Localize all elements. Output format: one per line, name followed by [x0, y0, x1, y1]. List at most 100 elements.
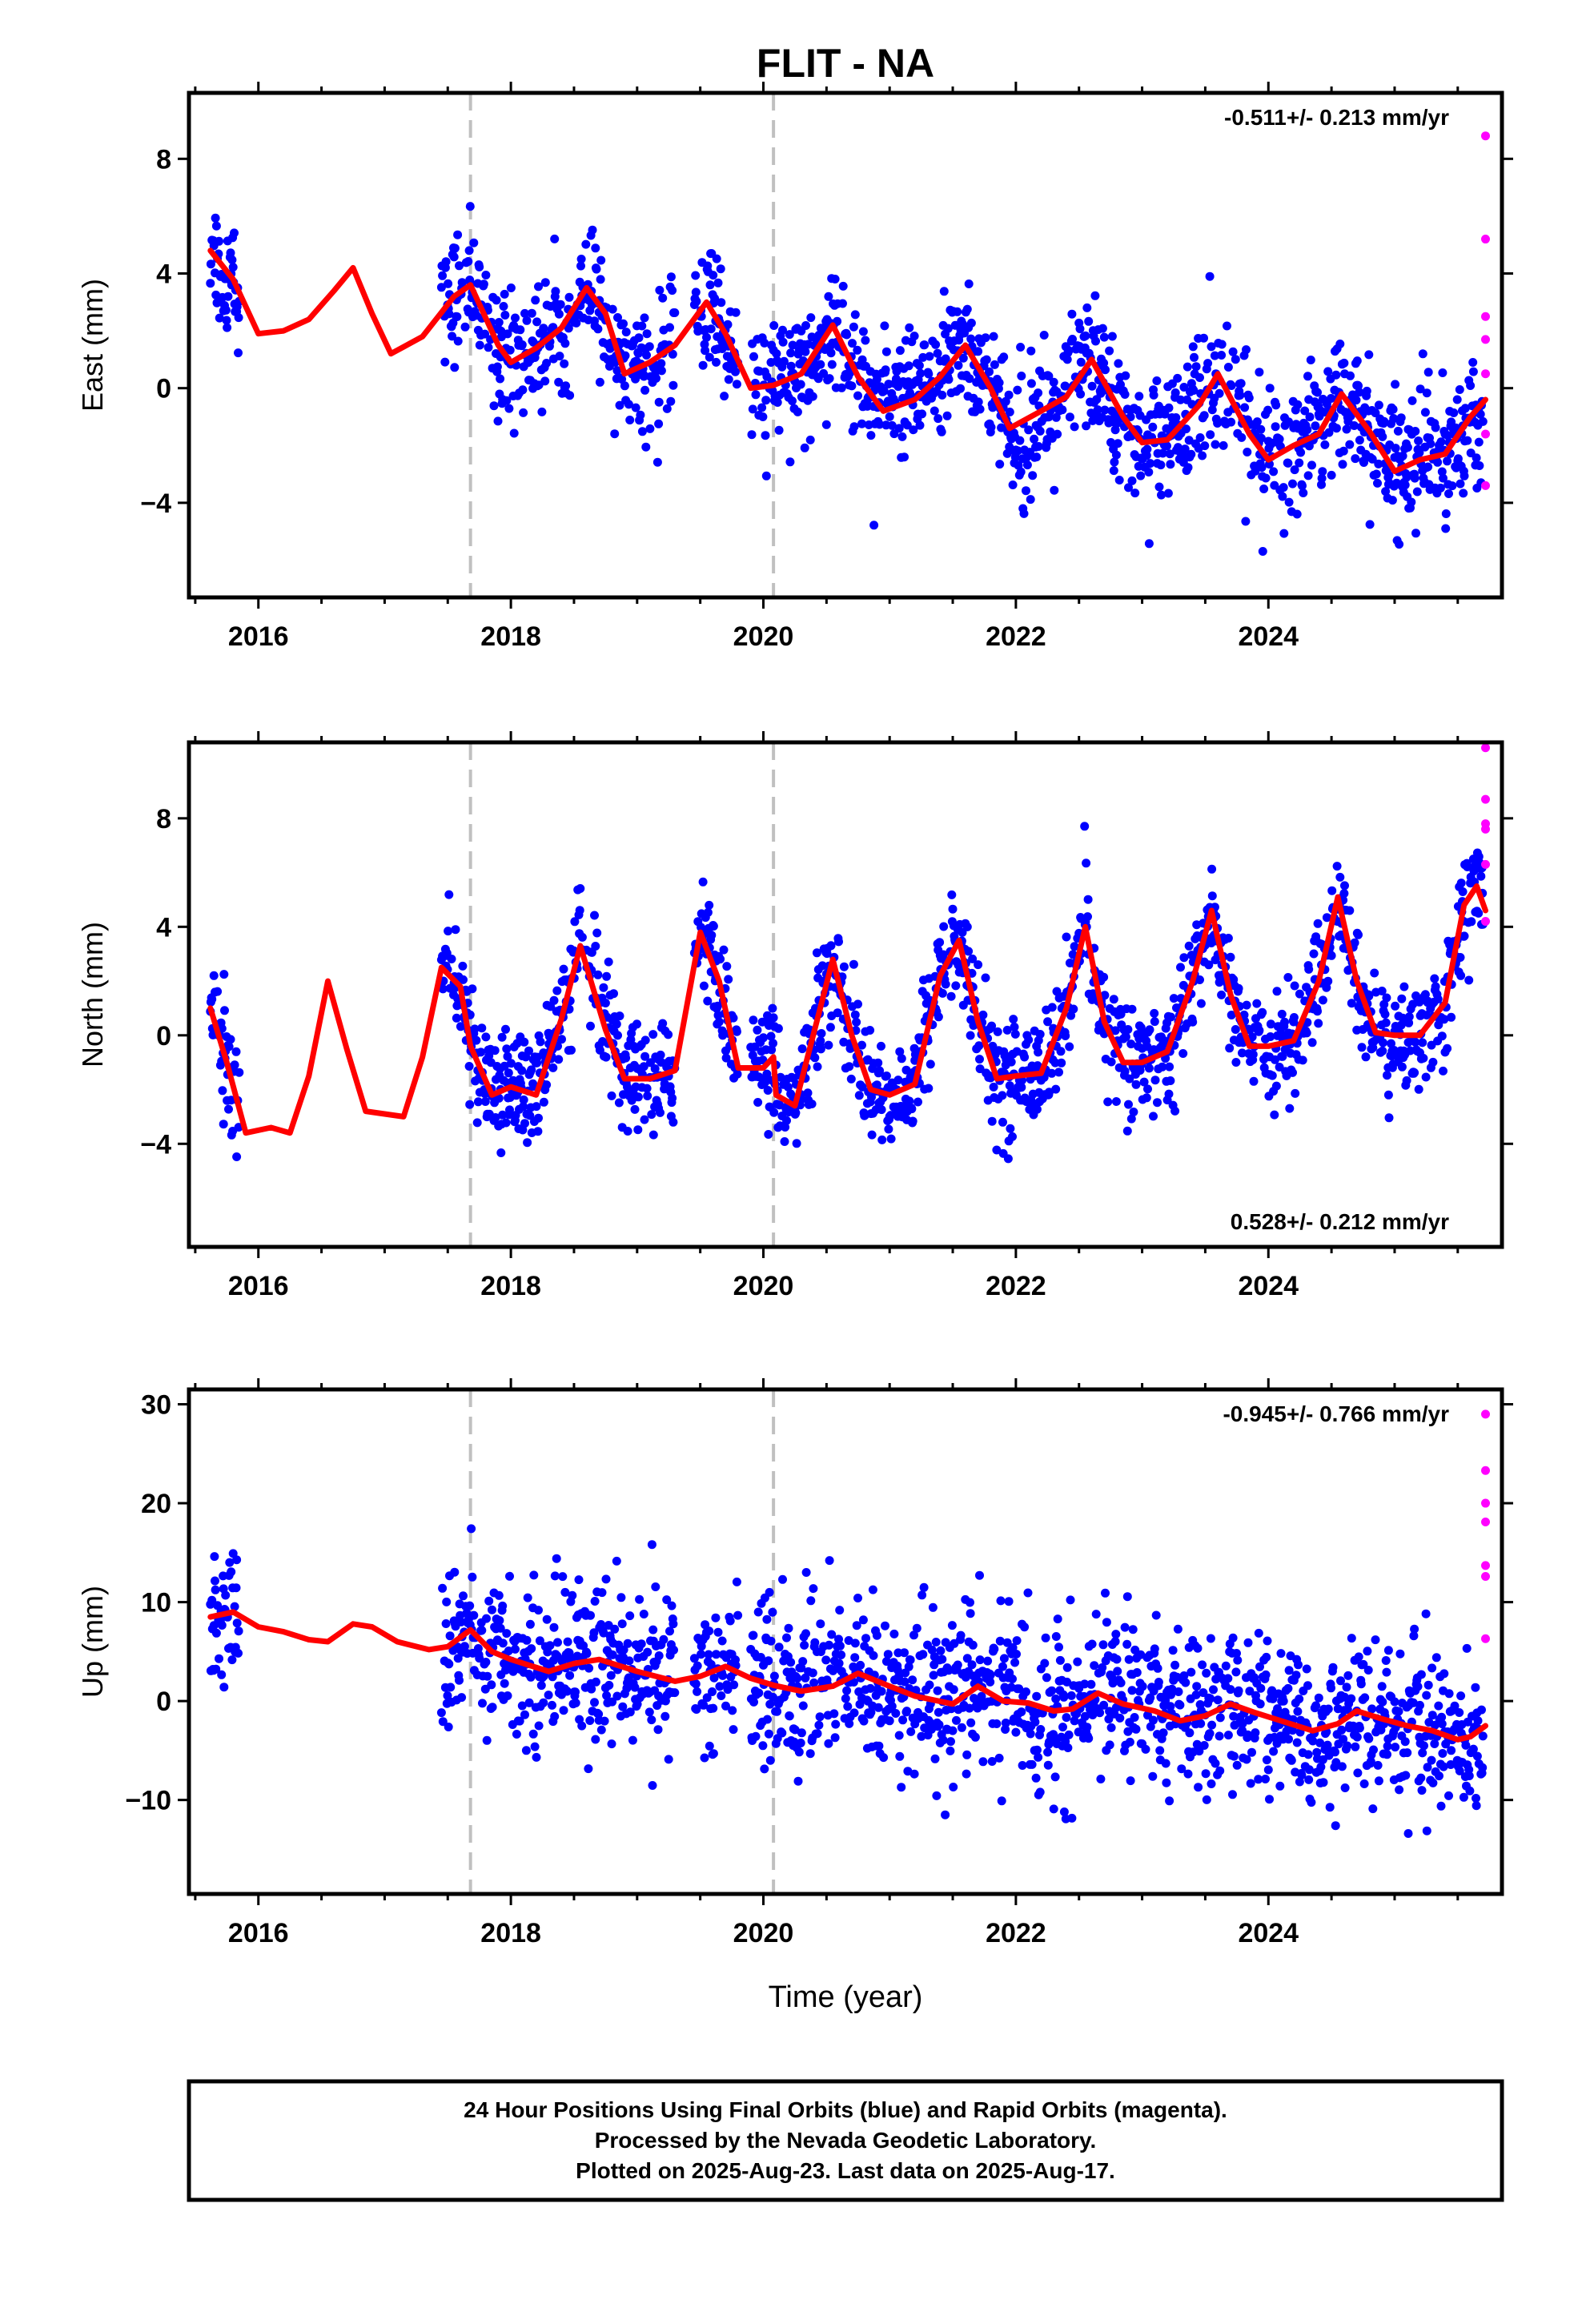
final-orbit-point — [975, 404, 985, 414]
final-orbit-point — [1017, 372, 1026, 380]
final-orbit-point — [232, 1618, 242, 1628]
final-orbit-point — [1343, 1671, 1353, 1680]
final-orbit-point — [834, 1634, 843, 1644]
final-orbit-point — [1267, 1686, 1277, 1695]
final-orbit-point — [1357, 1043, 1367, 1052]
final-orbit-point — [1296, 448, 1306, 457]
final-orbit-point — [831, 1719, 841, 1729]
final-orbit-point — [946, 1737, 955, 1747]
final-orbit-point — [492, 296, 501, 305]
final-orbit-point — [623, 1127, 632, 1136]
final-orbit-point — [966, 1718, 976, 1727]
final-orbit-point — [1070, 422, 1079, 432]
final-orbit-point — [568, 1590, 577, 1600]
final-orbit-point — [1149, 390, 1158, 400]
final-orbit-point — [866, 431, 876, 440]
final-orbit-point — [916, 368, 926, 378]
final-orbit-point — [1478, 416, 1488, 426]
final-orbit-point — [1251, 1728, 1260, 1738]
final-orbit-point — [732, 1577, 741, 1586]
final-orbit-point — [1192, 1682, 1202, 1691]
final-orbit-point — [879, 1753, 889, 1763]
y-tick-label: 8 — [156, 804, 171, 834]
final-orbit-point — [1008, 1132, 1017, 1141]
final-orbit-point — [936, 1646, 946, 1655]
final-orbit-point — [1207, 342, 1216, 352]
final-orbit-point — [1229, 1751, 1239, 1761]
final-orbit-point — [872, 375, 881, 384]
final-orbit-point — [1146, 1693, 1155, 1703]
final-orbit-point — [1455, 1766, 1464, 1775]
final-orbit-point — [576, 884, 585, 893]
final-orbit-point — [571, 1687, 580, 1697]
final-orbit-point — [599, 983, 608, 992]
final-orbit-point — [1049, 377, 1058, 387]
final-orbit-point — [721, 1701, 730, 1711]
final-orbit-point — [535, 1636, 544, 1646]
chart-title: FLIT - NA — [757, 41, 934, 86]
final-orbit-point — [582, 1649, 592, 1659]
final-orbit-point — [1240, 403, 1250, 412]
final-orbit-point — [720, 392, 729, 401]
final-orbit-point — [656, 1108, 665, 1117]
final-orbit-point — [948, 904, 958, 914]
rapid-orbit-point — [1481, 312, 1490, 321]
final-orbit-point — [941, 354, 950, 364]
final-orbit-point — [909, 1630, 918, 1640]
final-orbit-point — [1351, 454, 1360, 464]
final-orbit-point — [494, 1093, 504, 1103]
final-orbit-point — [706, 1659, 716, 1669]
final-orbit-point — [877, 1041, 885, 1051]
final-orbit-point — [1335, 872, 1345, 882]
final-orbit-point — [1034, 1047, 1043, 1057]
final-orbit-point — [1162, 1778, 1171, 1787]
final-orbit-point — [1111, 450, 1121, 460]
final-orbit-point — [849, 1708, 859, 1718]
final-orbit-point — [226, 1035, 235, 1044]
final-orbit-point — [1096, 1775, 1106, 1783]
final-orbit-point — [1084, 316, 1094, 326]
final-orbit-point — [1456, 953, 1465, 962]
final-orbit-point — [232, 1555, 242, 1565]
final-orbit-point — [505, 345, 515, 355]
final-orbit-point — [443, 1691, 452, 1700]
final-orbit-point — [1068, 950, 1078, 959]
final-orbit-point — [1109, 995, 1118, 1004]
final-orbit-point — [877, 1687, 886, 1696]
final-orbit-point — [1303, 1750, 1313, 1759]
final-orbit-point — [920, 340, 930, 350]
final-orbit-point — [956, 384, 965, 393]
final-orbit-point — [444, 927, 453, 936]
rapid-orbit-point — [1481, 859, 1490, 869]
final-orbit-point — [480, 1097, 490, 1106]
final-orbit-point — [1130, 489, 1140, 498]
final-orbit-point — [1157, 490, 1166, 500]
final-orbit-point — [1265, 1795, 1274, 1804]
final-orbit-point — [670, 1688, 680, 1698]
final-orbit-point — [1437, 467, 1447, 476]
final-orbit-point — [1243, 1730, 1252, 1739]
final-orbit-point — [223, 323, 232, 332]
final-orbit-point — [711, 1613, 721, 1622]
final-orbit-point — [654, 1651, 664, 1660]
final-orbit-point — [1355, 436, 1364, 445]
final-orbit-point — [477, 1023, 487, 1033]
final-orbit-point — [825, 374, 834, 384]
final-orbit-point — [1403, 443, 1412, 452]
final-orbit-point — [713, 278, 723, 287]
final-orbit-point — [460, 322, 470, 332]
final-orbit-point — [227, 1655, 237, 1665]
final-orbit-point — [968, 1640, 978, 1650]
final-orbit-point — [1305, 412, 1315, 422]
final-orbit-point — [1221, 1661, 1231, 1671]
final-orbit-point — [1204, 960, 1214, 970]
final-orbit-point — [1131, 1724, 1141, 1734]
final-orbit-point — [1022, 1687, 1030, 1697]
final-orbit-point — [824, 1040, 833, 1050]
final-orbit-point — [842, 1686, 852, 1695]
final-orbit-point — [893, 1076, 903, 1085]
final-orbit-point — [952, 1715, 961, 1725]
final-orbit-point — [639, 1062, 648, 1072]
final-orbit-point — [565, 391, 575, 400]
final-orbit-point — [1331, 424, 1341, 433]
